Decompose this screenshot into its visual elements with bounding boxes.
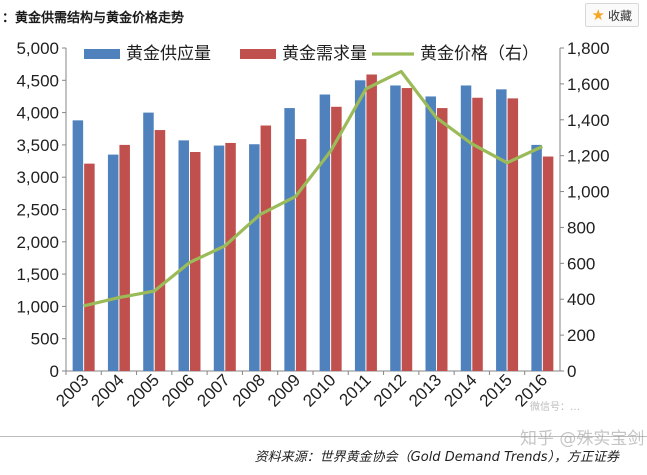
demand-bar <box>260 125 272 372</box>
left-tick-label: 2,500 <box>16 201 59 220</box>
footer-divider <box>0 436 647 437</box>
x-tick-label: 2013 <box>405 370 445 410</box>
demand-bar <box>366 74 377 372</box>
right-tick-label: 1,800 <box>567 39 610 58</box>
x-tick-label: 2015 <box>476 370 516 410</box>
header-bar: ：黄金供需结构与黄金价格走势 ★ 收藏 <box>0 0 647 32</box>
left-tick-label: 1,500 <box>16 265 59 284</box>
favorite-button[interactable]: ★ 收藏 <box>584 3 639 27</box>
x-tick-label: 2011 <box>335 370 374 409</box>
gold-supply-demand-chart: 0 500 1,000 1,500 2,000 2,500 3,000 3,500 4,000 4… <box>16 39 610 411</box>
chart-title: ：黄金供需结构与黄金价格走势 <box>2 11 185 26</box>
left-tick-label: 5,000 <box>16 39 59 58</box>
x-tick-label: 2012 <box>370 370 410 410</box>
legend-supply-label: 黄金供应量 <box>126 44 211 63</box>
right-tick-label: 400 <box>567 290 595 309</box>
watermark-small: 微信号：… <box>530 402 580 413</box>
x-tick-label: 2008 <box>229 370 269 410</box>
x-tick-label: 2006 <box>158 370 198 410</box>
x-tick-label: 2005 <box>123 370 163 410</box>
supply-bar <box>178 140 189 371</box>
supply-bar <box>72 120 84 372</box>
supply-bar <box>143 112 154 371</box>
left-tick-label: 3,000 <box>16 168 59 187</box>
demand-bar <box>225 142 236 371</box>
right-tick-label: 800 <box>567 218 595 237</box>
right-tick-label: 1,000 <box>567 183 610 202</box>
right-tick-label: 600 <box>567 254 595 273</box>
supply-bar <box>496 89 507 372</box>
source-note: 资料来源：世界黄金协会（Gold Demand Trends），方正证券 <box>254 450 619 465</box>
legend-demand-swatch <box>240 49 276 59</box>
x-tick-label: 2010 <box>299 370 339 410</box>
supply-bar <box>107 154 119 371</box>
right-tick-label: 0 <box>567 362 576 381</box>
demand-bar <box>119 144 130 371</box>
supply-bar <box>531 144 542 371</box>
demand-bar <box>437 108 448 371</box>
favorite-label: 收藏 <box>607 8 632 23</box>
x-tick-label: 2007 <box>193 370 233 410</box>
demand-bar <box>331 106 342 371</box>
right-tick-label: 200 <box>567 326 595 345</box>
supply-bar <box>213 145 225 371</box>
left-tick-label: 1,000 <box>16 297 59 316</box>
left-tick-label: 0 <box>50 362 59 381</box>
supply-bar <box>354 80 366 372</box>
left-tick-label: 4,500 <box>16 71 59 90</box>
left-tick-label: 500 <box>31 330 59 349</box>
star-icon: ★ <box>591 5 605 24</box>
left-tick-label: 3,500 <box>16 136 59 155</box>
right-tick-label: 1,400 <box>567 111 610 130</box>
supply-bar <box>460 85 472 371</box>
legend-demand-label: 黄金需求量 <box>282 44 367 63</box>
legend-price-label: 黄金价格（右） <box>420 44 539 63</box>
supply-bar <box>249 144 260 371</box>
supply-bar <box>390 85 401 371</box>
demand-bar <box>154 130 166 371</box>
demand-bar <box>472 97 483 371</box>
right-tick-label: 1,600 <box>567 75 610 94</box>
left-tick-label: 2,000 <box>16 233 59 252</box>
demand-bar <box>295 139 307 371</box>
x-tick-label: 2004 <box>88 370 128 410</box>
demand-bar <box>507 98 519 371</box>
x-tick-label: 2014 <box>440 370 480 410</box>
price-line <box>83 69 544 308</box>
supply-bar <box>284 108 295 371</box>
demand-bar <box>401 88 413 371</box>
watermark-main: 知乎 @殊实宝剑 <box>520 429 645 449</box>
demand-bar <box>542 156 554 371</box>
left-tick-label: 4,000 <box>16 104 59 123</box>
legend-supply-swatch <box>84 49 120 59</box>
x-tick-label: 2009 <box>264 370 304 410</box>
demand-bar <box>84 163 95 371</box>
supply-bar <box>425 96 436 371</box>
supply-bar <box>319 94 331 372</box>
right-tick-label: 1,200 <box>567 147 610 166</box>
